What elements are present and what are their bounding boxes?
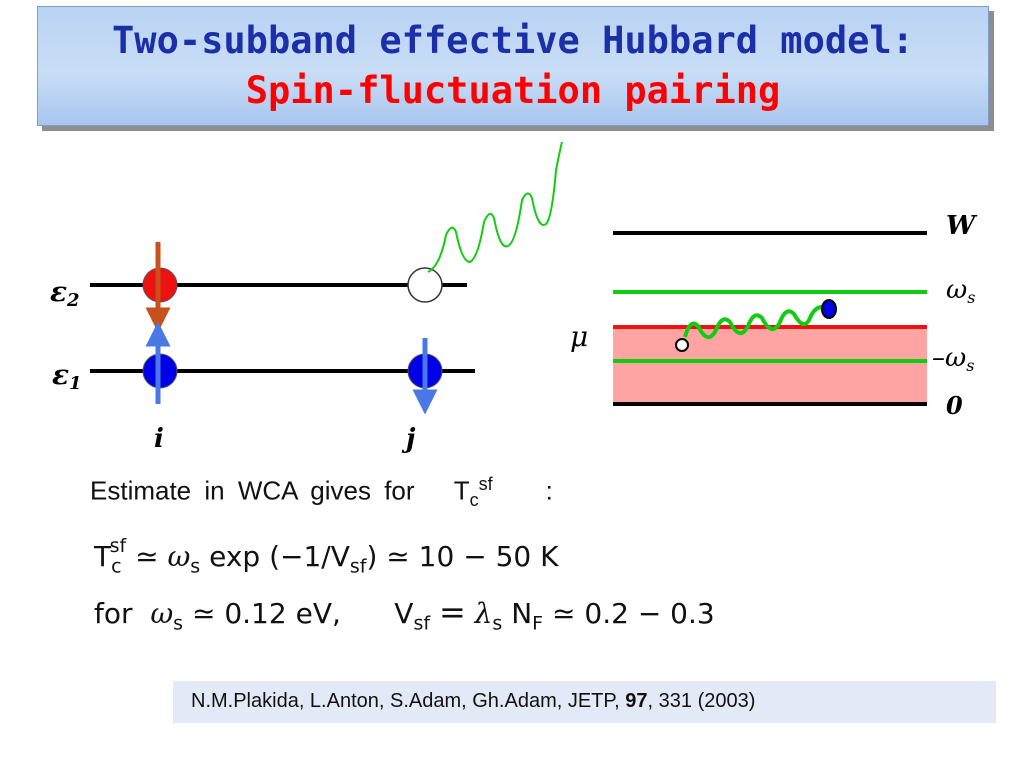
- page-title: Two-subband effective Hubbard model:: [112, 19, 914, 62]
- reference-citation: N.M.Plakida, L.Anton, S.Adam, Gh.Adam, J…: [173, 681, 996, 723]
- label-epsilon1: ε1: [52, 358, 82, 394]
- estimate-text: Estimate in WCA gives for: [90, 475, 415, 506]
- label-site-i: i: [154, 424, 164, 454]
- estimate-T-sup: sf: [478, 474, 493, 494]
- formula-tc: Tcsf ≃ ωs exp (−1/Vsf) ≃ 10 − 50 K: [94, 535, 558, 578]
- title-banner: Two-subband effective Hubbard model: Spi…: [37, 6, 989, 126]
- ref-volume: 97: [625, 690, 648, 712]
- f1-T-sup: sf: [109, 535, 127, 557]
- ref-rest: , 331 (2003): [647, 690, 756, 712]
- hole-upper-j: [407, 267, 443, 303]
- f1-approx1: ≃: [135, 540, 159, 573]
- estimate-T: T: [453, 475, 470, 506]
- label-mu: μ: [570, 320, 588, 353]
- estimate-colon: :: [545, 475, 553, 506]
- f1-omega-sub: s: [190, 555, 201, 578]
- estimate-T-sub: c: [469, 489, 479, 510]
- label-omega-s: ωs: [946, 275, 975, 307]
- f2-approx: ≃: [191, 597, 216, 630]
- f2-V: V: [394, 597, 414, 630]
- f2-N-sub: F: [532, 612, 544, 635]
- f1-range: 10 − 50 K: [418, 540, 559, 573]
- f2-range: 0.2 − 0.3: [584, 597, 715, 630]
- spin-fluctuation-wave-left: [427, 141, 563, 273]
- spin-fluctuation-wave-right: [683, 305, 827, 339]
- f1-exp-open: exp (−1/V: [209, 540, 350, 573]
- label-neg-omega-s: –ωs: [932, 343, 974, 375]
- f1-T: T: [94, 540, 112, 573]
- ref-authors: N.M.Plakida, L.Anton, S.Adam, Gh.Adam, J…: [191, 690, 620, 712]
- label-W: W: [946, 211, 978, 241]
- f1-omega: ω: [167, 540, 191, 573]
- f1-exp-close: ): [366, 540, 378, 573]
- formula-parameters: for ωs ≃ 0.12 eV, Vsf = λs NF ≃ 0.2 − 0.…: [94, 593, 715, 635]
- estimate-sentence: Estimate in WCA gives for Tcsf :: [90, 474, 553, 511]
- occupied-band: [613, 327, 927, 404]
- f1-approx2: ≃: [386, 540, 410, 573]
- label-zero: 0: [946, 391, 963, 420]
- f1-V-sub: sf: [349, 555, 367, 578]
- right-band-diagram: W ωs μ –ωs 0: [570, 211, 978, 420]
- f2-lambda-sub: s: [492, 612, 503, 635]
- f2-approx2: ≃: [552, 597, 576, 630]
- f2-V-sub: sf: [413, 612, 431, 635]
- f2-value: 0.12 eV,: [224, 597, 341, 630]
- label-site-j: j: [401, 424, 416, 454]
- f2-omega: ω: [150, 597, 174, 630]
- f2-omega-sub: s: [173, 612, 184, 635]
- f2-lambda: λ: [474, 597, 493, 630]
- f2-eq: =: [438, 593, 466, 631]
- electron-above-fermi: [821, 299, 837, 319]
- f2-N: N: [511, 597, 533, 630]
- f2-for: for: [94, 597, 133, 630]
- label-epsilon2: ε2: [50, 275, 80, 311]
- f1-T-sub: c: [111, 555, 122, 578]
- hole-below-fermi: [675, 338, 689, 352]
- left-level-diagram: ε2 ε1 i j: [50, 141, 563, 454]
- page-subtitle: Spin-fluctuation pairing: [245, 69, 781, 112]
